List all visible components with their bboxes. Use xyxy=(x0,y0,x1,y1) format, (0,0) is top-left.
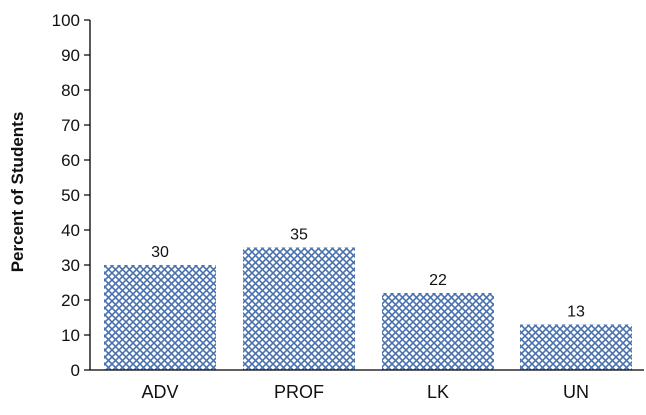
y-axis-title: Percent of Students xyxy=(8,112,27,273)
bar-lk xyxy=(382,293,494,370)
y-tick-label: 90 xyxy=(61,46,80,65)
y-tick-label: 50 xyxy=(61,186,80,205)
data-labels-group: 30 35 22 13 xyxy=(151,227,585,321)
y-tick-label: 60 xyxy=(61,151,80,170)
bar-adv xyxy=(104,265,216,370)
y-tick-label: 100 xyxy=(52,11,80,30)
bar-prof xyxy=(243,247,355,370)
bar-un xyxy=(520,324,632,370)
y-tick-label: 10 xyxy=(61,326,80,345)
y-tick-label: 70 xyxy=(61,116,80,135)
y-tick-label: 0 xyxy=(71,361,80,380)
y-tick-label: 30 xyxy=(61,256,80,275)
x-category-label-lk: LK xyxy=(427,382,449,402)
data-label-un: 13 xyxy=(567,304,585,321)
x-category-label-adv: ADV xyxy=(141,382,178,402)
y-tick-label: 80 xyxy=(61,81,80,100)
data-label-lk: 22 xyxy=(429,272,447,289)
y-tick-label: 40 xyxy=(61,221,80,240)
x-category-label-prof: PROF xyxy=(274,382,324,402)
y-tick-label: 20 xyxy=(61,291,80,310)
data-label-adv: 30 xyxy=(151,244,169,261)
x-axis-category-labels: ADV PROF LK UN xyxy=(141,382,589,402)
x-category-label-un: UN xyxy=(563,382,589,402)
bars-group xyxy=(104,247,632,370)
data-label-prof: 35 xyxy=(290,227,308,244)
y-axis-ticks: 0 10 20 30 40 50 60 70 80 90 100 xyxy=(52,11,90,380)
